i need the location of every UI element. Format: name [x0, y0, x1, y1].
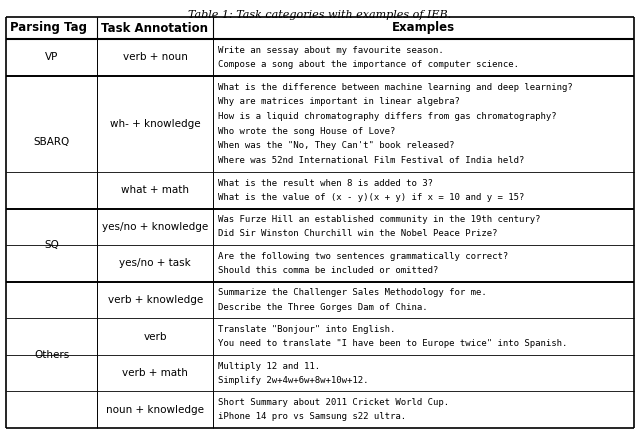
Text: Task Annotation: Task Annotation	[101, 22, 208, 35]
Text: verb + noun: verb + noun	[123, 52, 188, 62]
Text: Was Furze Hill an established community in the 19th century?: Was Furze Hill an established community …	[218, 215, 541, 224]
Text: SBARQ: SBARQ	[33, 137, 70, 147]
Text: Examples: Examples	[392, 22, 455, 35]
Text: what + math: what + math	[121, 185, 189, 195]
Text: yes/no + knowledge: yes/no + knowledge	[102, 222, 208, 232]
Text: iPhone 14 pro vs Samsung s22 ultra.: iPhone 14 pro vs Samsung s22 ultra.	[218, 412, 406, 421]
Text: Describe the Three Gorges Dam of China.: Describe the Three Gorges Dam of China.	[218, 302, 428, 311]
Text: noun + knowledge: noun + knowledge	[106, 405, 204, 415]
Text: SQ: SQ	[44, 240, 59, 250]
Text: Short Summary about 2011 Cricket World Cup.: Short Summary about 2011 Cricket World C…	[218, 398, 449, 407]
Text: wh- + knowledge: wh- + knowledge	[110, 119, 200, 129]
Text: Translate "Bonjour" into English.: Translate "Bonjour" into English.	[218, 325, 396, 334]
Text: How is a liquid chromatography differs from gas chromatography?: How is a liquid chromatography differs f…	[218, 112, 557, 121]
Text: verb + knowledge: verb + knowledge	[108, 295, 203, 305]
Text: Table 1: Task categories with examples of IEB.: Table 1: Task categories with examples o…	[188, 10, 452, 20]
Text: Simplify 2w+4w+6w+8w+10w+12.: Simplify 2w+4w+6w+8w+10w+12.	[218, 376, 369, 384]
Text: What is the result when 8 is added to 3?: What is the result when 8 is added to 3?	[218, 179, 433, 188]
Text: Write an sessay about my favourite season.: Write an sessay about my favourite seaso…	[218, 46, 444, 55]
Text: You need to translate "I have been to Europe twice" into Spanish.: You need to translate "I have been to Eu…	[218, 339, 568, 348]
Text: VP: VP	[45, 52, 58, 62]
Text: What is the value of (x - y)(x + y) if x = 10 and y = 15?: What is the value of (x - y)(x + y) if x…	[218, 193, 525, 202]
Text: verb + math: verb + math	[122, 368, 188, 378]
Text: Are the following two sentences grammatically correct?: Are the following two sentences grammati…	[218, 252, 509, 261]
Text: Compose a song about the importance of computer science.: Compose a song about the importance of c…	[218, 60, 519, 69]
Text: Did Sir Winston Churchill win the Nobel Peace Prize?: Did Sir Winston Churchill win the Nobel …	[218, 229, 498, 238]
Text: yes/no + task: yes/no + task	[119, 258, 191, 268]
Text: Where was 52nd International Film Festival of India held?: Where was 52nd International Film Festiv…	[218, 156, 525, 165]
Text: Multiply 12 and 11.: Multiply 12 and 11.	[218, 362, 321, 371]
Text: verb: verb	[143, 332, 167, 342]
Text: What is the difference between machine learning and deep learning?: What is the difference between machine l…	[218, 83, 573, 92]
Text: Should this comma be included or omitted?: Should this comma be included or omitted…	[218, 266, 438, 275]
Text: Who wrote the song House of Love?: Who wrote the song House of Love?	[218, 127, 396, 136]
Text: Summarize the Challenger Sales Methodology for me.: Summarize the Challenger Sales Methodolo…	[218, 289, 487, 298]
Text: Parsing Tag: Parsing Tag	[10, 22, 87, 35]
Text: Why are matrices important in linear algebra?: Why are matrices important in linear alg…	[218, 97, 460, 106]
Text: Others: Others	[34, 350, 69, 360]
Text: When was the "No, They Can't" book released?: When was the "No, They Can't" book relea…	[218, 141, 455, 150]
